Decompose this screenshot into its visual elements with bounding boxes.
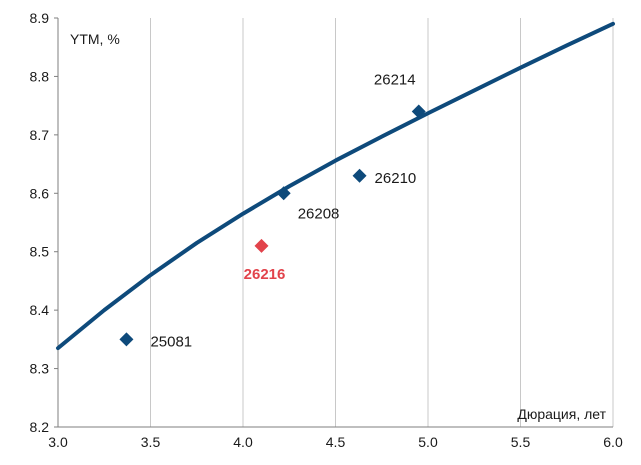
x-tick-label: 5.0 <box>418 434 438 450</box>
y-tick-label: 8.6 <box>30 185 50 201</box>
y-tick-label: 8.5 <box>30 244 50 260</box>
y-tick-label: 8.2 <box>30 419 50 435</box>
point-label-26216: 26216 <box>244 266 286 283</box>
x-tick-label: 3.5 <box>141 434 161 450</box>
y-tick-label: 8.7 <box>30 127 50 143</box>
x-axis-title: Дюрация, лет <box>517 406 606 422</box>
y-tick-label: 8.4 <box>30 302 50 318</box>
point-26210 <box>352 168 367 183</box>
point-label-26214: 26214 <box>374 71 416 88</box>
point-label-26210: 26210 <box>375 170 417 187</box>
x-tick-label: 3.0 <box>48 434 68 450</box>
point-label-26208: 26208 <box>298 205 340 222</box>
grid-layer <box>150 18 614 427</box>
y-tick-label: 8.3 <box>30 361 50 377</box>
axis-layer: 3.0 3.5 4.0 4.5 5.0 5.5 6.0 8.2 8.3 8.4 8.5 8.6 8.7 8… <box>30 10 623 450</box>
y-tick-label: 8.9 <box>30 10 50 26</box>
curve-layer <box>56 21 615 351</box>
point-26214 <box>411 104 426 119</box>
x-tick-label: 5.5 <box>511 434 531 450</box>
y-axis-title: YTM, % <box>70 31 120 47</box>
y-tick-label: 8.8 <box>30 68 50 84</box>
trend-curve <box>56 21 615 351</box>
x-tick-label: 6.0 <box>603 434 623 450</box>
point-26216 <box>254 238 269 253</box>
point-label-25081: 25081 <box>150 333 192 350</box>
x-tick-label: 4.0 <box>233 434 253 450</box>
x-tick-label: 4.5 <box>326 434 346 450</box>
point-26208 <box>276 186 291 201</box>
points-layer <box>119 104 426 347</box>
point-25081 <box>119 332 134 347</box>
labels-layer: 25081 26208 26210 26214 26216 <box>150 71 416 350</box>
